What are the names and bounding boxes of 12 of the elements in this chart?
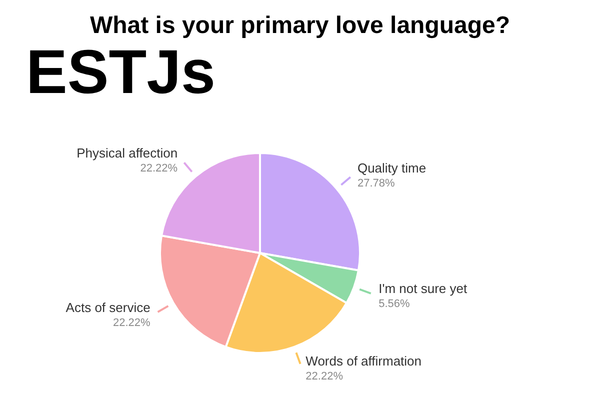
data-label: 5.56% — [378, 298, 410, 310]
data-label: 22.22% — [306, 370, 344, 383]
slice-label: Physical affection — [76, 146, 178, 161]
data-label: 27.78% — [357, 178, 395, 190]
chart-subtitle: ESTJs — [26, 38, 217, 108]
chart-title: What is your primary love language? — [88, 12, 512, 40]
slice-label: Acts of service — [66, 300, 150, 315]
data-label: 22.22% — [140, 162, 178, 175]
slice-label: Words of affirmation — [306, 354, 422, 369]
data-label: 22.22% — [113, 316, 151, 329]
slice-label: I'm not sure yet — [378, 280, 468, 296]
slice-label: Quality time — [357, 160, 426, 176]
